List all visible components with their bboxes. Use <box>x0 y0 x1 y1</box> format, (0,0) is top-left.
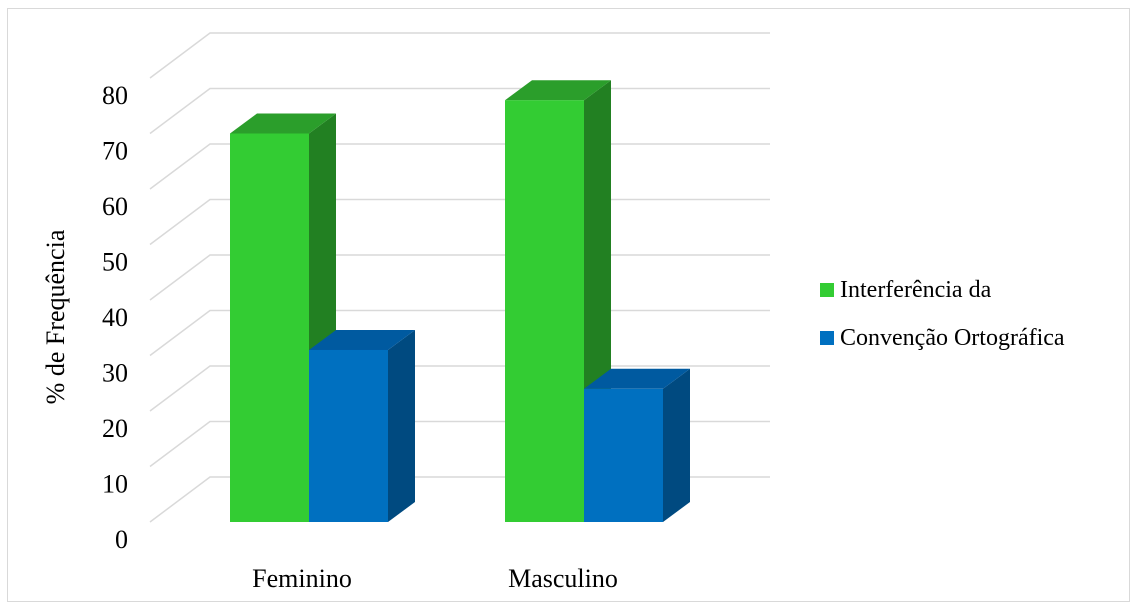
legend-label: Convenção Ortográfica <box>840 325 1065 351</box>
bar-top <box>309 329 415 350</box>
legend-swatch <box>820 331 834 345</box>
bar-side <box>388 329 415 522</box>
gridline <box>149 32 770 79</box>
y-tick-label: 80 <box>102 81 128 110</box>
y-tick-label: 20 <box>102 414 128 443</box>
bar-top <box>505 80 611 101</box>
y-axis-ticks: 0 10 20 30 40 50 60 70 80 <box>102 81 128 554</box>
y-tick-label: 0 <box>115 525 128 554</box>
y-tick-label: 30 <box>102 359 128 388</box>
bar <box>309 349 388 522</box>
x-axis-categories: Feminino Masculino <box>252 564 618 593</box>
bar <box>584 388 663 522</box>
bar-side <box>663 368 690 522</box>
x-category-label: Feminino <box>252 564 352 593</box>
bar <box>505 100 584 522</box>
x-category-label: Masculino <box>508 564 618 593</box>
bar-top <box>230 113 336 134</box>
y-tick-label: 60 <box>102 192 128 221</box>
legend: Interferência da Convenção Ortográfica <box>820 277 1065 351</box>
y-tick-label: 50 <box>102 248 128 277</box>
y-tick-label: 10 <box>102 470 128 499</box>
legend-swatch <box>820 283 834 297</box>
bar-top <box>584 368 690 389</box>
y-tick-label: 40 <box>102 303 128 332</box>
y-tick-label: 70 <box>102 137 128 166</box>
bar <box>230 133 309 522</box>
y-axis-label: % de Frequência <box>41 229 70 404</box>
legend-label: Interferência da <box>840 277 992 303</box>
bars <box>230 80 690 522</box>
